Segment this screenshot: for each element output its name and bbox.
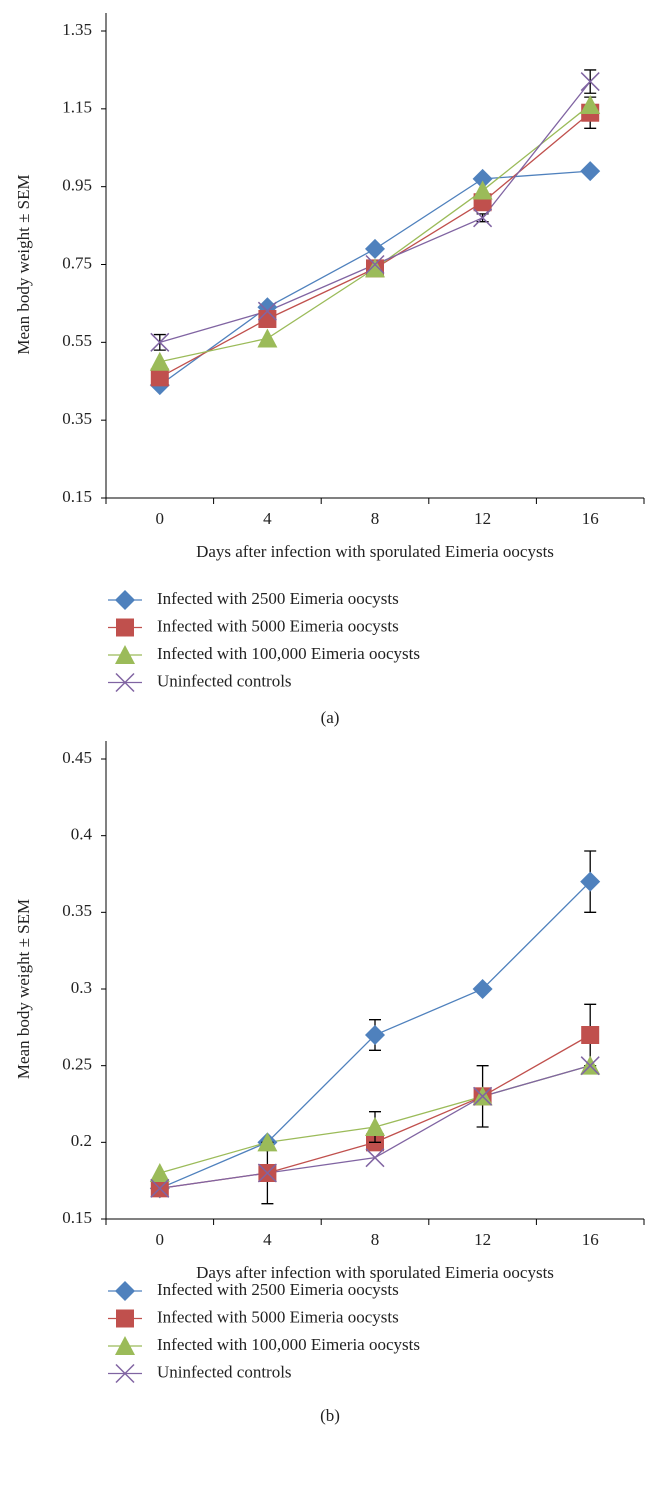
marker bbox=[115, 1336, 135, 1355]
marker bbox=[116, 618, 134, 637]
y-axis-title: Mean body weight ± SEM bbox=[14, 174, 33, 354]
marker bbox=[257, 1163, 277, 1183]
legend-label: Infected with 2500 Eimeria oocysts bbox=[157, 589, 399, 608]
caption: (b) bbox=[320, 1406, 340, 1425]
legend-label: Uninfected controls bbox=[157, 671, 292, 690]
x-tick-label: 4 bbox=[263, 509, 272, 528]
marker bbox=[472, 979, 493, 999]
caption: (a) bbox=[321, 708, 340, 727]
marker bbox=[150, 368, 169, 387]
legend-label: Infected with 2500 Eimeria oocysts bbox=[157, 1280, 399, 1299]
marker bbox=[365, 258, 385, 278]
y-axis-title: Mean body weight ± SEM bbox=[14, 899, 33, 1079]
y-tick-label: 0.4 bbox=[71, 825, 93, 844]
marker bbox=[580, 871, 601, 892]
series-line bbox=[159, 170, 591, 386]
marker bbox=[258, 309, 277, 328]
marker bbox=[473, 1086, 493, 1106]
marker bbox=[580, 161, 601, 182]
marker bbox=[257, 301, 277, 321]
x-tick-label: 0 bbox=[156, 1230, 165, 1249]
legend-label: Infected with 100,000 Eimeria oocysts bbox=[157, 1335, 420, 1354]
x-axis-title: Days after infection with sporulated Eim… bbox=[196, 542, 554, 561]
marker bbox=[365, 1025, 385, 1045]
y-tick-label: 0.35 bbox=[62, 901, 92, 920]
marker bbox=[115, 590, 135, 610]
y-tick-label: 1.35 bbox=[62, 20, 92, 39]
x-tick-label: 16 bbox=[582, 509, 599, 528]
marker bbox=[149, 1163, 170, 1182]
marker bbox=[115, 645, 135, 664]
y-tick-label: 1.15 bbox=[62, 98, 92, 117]
y-tick-label: 0.25 bbox=[62, 1055, 92, 1074]
marker bbox=[472, 168, 493, 189]
legend-label: Infected with 100,000 Eimeria oocysts bbox=[157, 644, 420, 663]
x-tick-label: 12 bbox=[474, 509, 491, 528]
y-tick-label: 0.15 bbox=[62, 487, 92, 506]
y-tick-label: 0.95 bbox=[62, 176, 92, 195]
marker bbox=[365, 1148, 385, 1168]
marker bbox=[257, 1132, 278, 1152]
marker bbox=[580, 72, 600, 92]
marker bbox=[365, 1117, 385, 1136]
marker bbox=[473, 208, 493, 228]
marker bbox=[472, 180, 493, 200]
marker bbox=[150, 332, 170, 352]
x-tick-label: 8 bbox=[371, 509, 380, 528]
series-line bbox=[159, 81, 591, 343]
marker bbox=[115, 1363, 135, 1384]
marker bbox=[365, 254, 385, 275]
marker bbox=[580, 94, 601, 114]
y-tick-label: 0.45 bbox=[62, 748, 92, 767]
x-axis-title: Days after infection with sporulated Eim… bbox=[196, 1263, 554, 1282]
legend-label: Uninfected controls bbox=[157, 1362, 292, 1381]
y-tick-label: 0.35 bbox=[62, 409, 92, 428]
marker bbox=[115, 672, 135, 693]
y-tick-label: 0.3 bbox=[71, 978, 92, 997]
y-tick-label: 0.2 bbox=[71, 1131, 92, 1150]
marker bbox=[149, 351, 170, 371]
y-tick-label: 0.75 bbox=[62, 253, 92, 272]
x-tick-label: 12 bbox=[474, 1230, 491, 1249]
x-tick-label: 8 bbox=[371, 1230, 380, 1249]
marker bbox=[257, 328, 278, 348]
legend-label: Infected with 5000 Eimeria oocysts bbox=[157, 616, 399, 635]
x-tick-label: 0 bbox=[156, 509, 165, 528]
marker bbox=[580, 1056, 600, 1076]
x-tick-label: 4 bbox=[263, 1230, 272, 1249]
x-tick-label: 16 bbox=[582, 1230, 599, 1249]
marker bbox=[116, 1309, 134, 1328]
marker bbox=[365, 238, 385, 259]
marker bbox=[581, 1026, 600, 1044]
y-tick-label: 0.55 bbox=[62, 331, 92, 350]
y-tick-label: 0.15 bbox=[62, 1208, 92, 1227]
marker bbox=[150, 1178, 170, 1198]
marker bbox=[115, 1281, 135, 1301]
legend-label: Infected with 5000 Eimeria oocysts bbox=[157, 1307, 399, 1326]
